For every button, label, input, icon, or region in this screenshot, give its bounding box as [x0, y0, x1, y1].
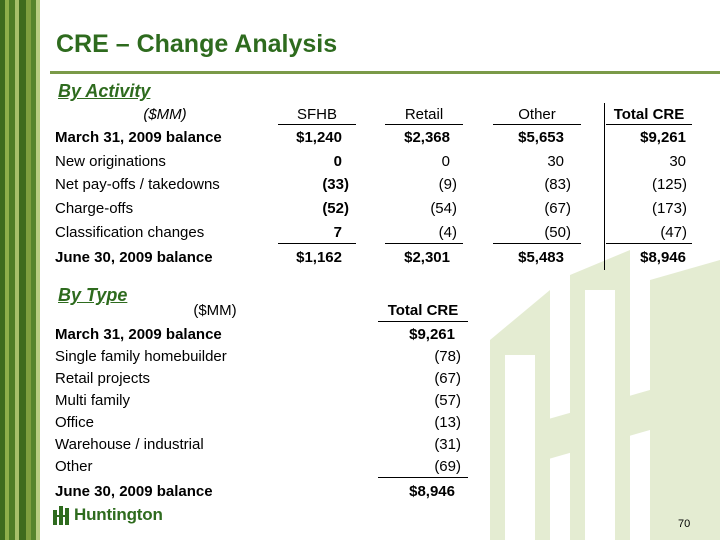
cell-sfhb: $1,162: [296, 249, 342, 266]
cell-sfhb: 0: [333, 153, 342, 170]
cell-retail: $2,368: [404, 129, 450, 146]
page-title: CRE – Change Analysis: [56, 30, 338, 58]
cell-total: 30: [669, 153, 686, 170]
row-label: Office: [55, 414, 94, 431]
column-header-units: ($MM): [143, 106, 187, 123]
total-underline-retail: [385, 243, 463, 244]
by-activity-heading: By Activity: [58, 81, 151, 101]
row-label: Multi family: [55, 392, 131, 409]
cell-retail: 0: [441, 153, 450, 170]
page-number: 70: [678, 518, 691, 530]
row-label: Retail projects: [55, 370, 151, 387]
huntington-logo-icon: [53, 506, 69, 525]
row-label: March 31, 2009 balance: [55, 129, 222, 146]
cell-other: (83): [544, 176, 571, 193]
row-label: June 30, 2009 balance: [55, 483, 213, 500]
row-label: Single family homebuilder: [55, 348, 227, 365]
total-underline-total: [606, 243, 692, 244]
cell-total: (69): [434, 458, 461, 475]
cell-total: (13): [434, 414, 461, 431]
cell-sfhb: (33): [322, 176, 349, 193]
row-label: New originations: [55, 153, 166, 170]
cell-sfhb: $1,240: [296, 129, 342, 146]
cell-total: $9,261: [640, 129, 686, 146]
cell-retail: (4): [438, 224, 457, 241]
cell-sfhb: 7: [333, 224, 342, 241]
cell-total: (31): [434, 436, 461, 453]
cell-total: (57): [434, 392, 461, 409]
total-underline-sfhb: [278, 243, 356, 244]
cell-total: (47): [660, 224, 687, 241]
column-header-other: Other: [518, 106, 556, 123]
title-rule: [50, 71, 720, 74]
row-label: March 31, 2009 balance: [55, 326, 222, 343]
total-underline: [378, 477, 468, 478]
logo-text: Huntington: [74, 505, 163, 524]
column-header-retail: Retail: [404, 106, 444, 123]
header-underline-total: [606, 124, 692, 125]
cell-total: (125): [651, 176, 687, 193]
by-type-heading: By Type: [58, 285, 128, 305]
cell-other: (50): [544, 224, 571, 241]
cell-other: 30: [547, 153, 564, 170]
huntington-logo: Huntington: [53, 505, 163, 525]
cell-total: $8,946: [409, 483, 455, 500]
cell-retail: $2,301: [404, 249, 450, 266]
header-underline-retail: [385, 124, 463, 125]
column-header-total-cre: Total CRE: [387, 302, 459, 319]
total-column-divider: [604, 103, 605, 270]
row-label: Classification changes: [55, 224, 205, 241]
cell-total: (173): [651, 200, 687, 217]
cell-total: (67): [434, 370, 461, 387]
column-header-total-cre: Total CRE: [613, 106, 685, 123]
cell-total: $8,946: [640, 249, 686, 266]
header-underline-sfhb: [278, 124, 356, 125]
column-header-sfhb: SFHB: [296, 106, 337, 123]
column-header-units: ($MM): [193, 302, 237, 319]
row-label: Warehouse / industrial: [55, 436, 204, 453]
cell-retail: (9): [438, 176, 457, 193]
cell-other: (67): [544, 200, 571, 217]
row-label: Other: [55, 458, 93, 475]
header-underline-total: [378, 321, 468, 322]
row-label: Net pay-offs / takedowns: [55, 176, 220, 193]
row-label: June 30, 2009 balance: [55, 249, 213, 266]
cell-sfhb: (52): [322, 200, 349, 217]
cell-total: $9,261: [409, 326, 455, 343]
header-underline-other: [493, 124, 581, 125]
row-label: Charge-offs: [55, 200, 134, 217]
cell-retail: (54): [430, 200, 457, 217]
huntington-watermark-graphic: [490, 250, 720, 540]
cell-total: (78): [434, 348, 461, 365]
cell-other: $5,483: [518, 249, 564, 266]
total-underline-other: [493, 243, 581, 244]
left-stripe-decoration: [0, 0, 42, 540]
cell-other: $5,653: [518, 129, 564, 146]
